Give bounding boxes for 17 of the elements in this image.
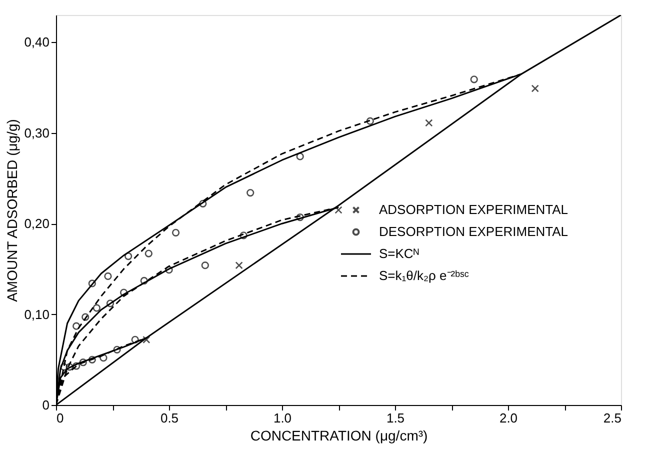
legend-label: DESORPTION EXPERIMENTAL xyxy=(379,224,568,239)
x-tick-label: 2.5 xyxy=(603,410,622,426)
y-tick-label: 0 xyxy=(42,398,50,412)
x-tick-label: 2.0 xyxy=(499,410,518,426)
legend-label: ADSORPTION EXPERIMENTAL xyxy=(379,202,568,217)
legend-label: S=KCᴺ xyxy=(379,246,420,261)
y-tick-label: 0,30 xyxy=(24,125,50,140)
legend-label: S=k₁θ/k₂ρ e⁻²ᵇˢᶜ xyxy=(379,268,470,283)
y-tick-label: 0,40 xyxy=(24,34,50,50)
y-tick-label: 0,20 xyxy=(24,216,50,232)
y-axis-title: AMOUNT ADSORBED (μg/g) xyxy=(4,119,20,302)
x-tick-label: 0 xyxy=(56,410,64,426)
x-tick-label: 0.5 xyxy=(160,410,179,426)
x-tick-label: 1.0 xyxy=(273,410,292,426)
x-tick-label: 1.5 xyxy=(386,410,405,426)
x-axis-title: CONCENTRATION (μg/cm³) xyxy=(250,428,428,444)
y-tick-label: 0,10 xyxy=(24,306,50,322)
